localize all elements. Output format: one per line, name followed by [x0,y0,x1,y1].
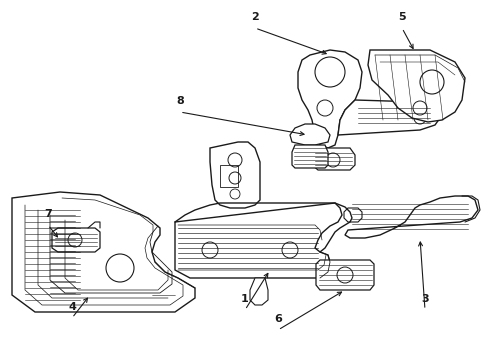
Text: 7: 7 [44,209,52,219]
Polygon shape [311,148,354,170]
Circle shape [282,242,297,258]
Circle shape [336,267,352,283]
Text: 1: 1 [241,294,248,304]
Polygon shape [297,50,361,148]
Text: 3: 3 [420,294,428,304]
Circle shape [325,153,339,167]
Polygon shape [337,100,439,135]
Circle shape [419,70,443,94]
Polygon shape [175,203,341,278]
Text: 2: 2 [251,12,258,22]
Polygon shape [289,124,329,145]
Circle shape [412,101,426,115]
Polygon shape [343,208,361,222]
Polygon shape [315,260,373,290]
Polygon shape [291,145,327,168]
Polygon shape [249,278,267,305]
Circle shape [314,57,345,87]
Text: 6: 6 [273,314,282,324]
Text: 4: 4 [68,302,76,312]
Circle shape [227,153,242,167]
Circle shape [68,233,82,247]
Circle shape [228,172,241,184]
Bar [220,165,238,187]
Polygon shape [209,142,260,208]
Circle shape [202,242,218,258]
Polygon shape [367,50,464,122]
Circle shape [413,112,425,124]
Circle shape [229,189,240,199]
Polygon shape [52,228,100,252]
Circle shape [316,100,332,116]
Text: 8: 8 [176,96,183,106]
Polygon shape [12,192,195,312]
Text: 5: 5 [397,12,405,22]
Circle shape [106,254,134,282]
Polygon shape [345,196,477,238]
